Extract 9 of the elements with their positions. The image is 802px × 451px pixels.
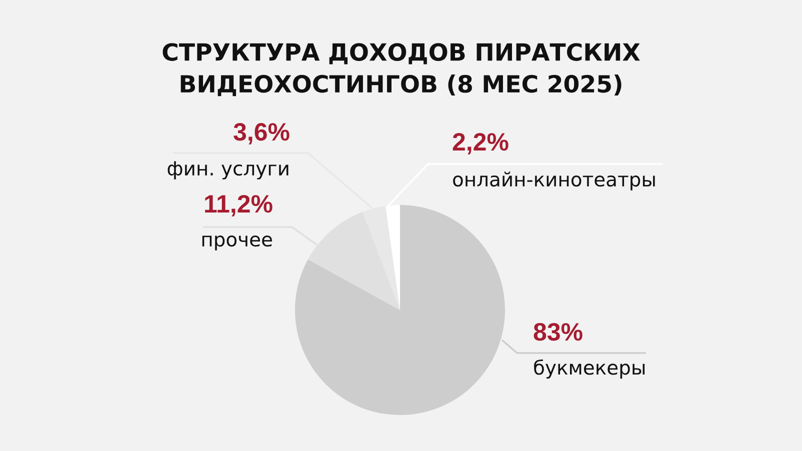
slice-label: прочее	[202, 235, 272, 250]
slice-label: букмекеры	[534, 359, 645, 379]
slice-label: онлайн-кинотеатры	[453, 172, 655, 190]
chart-title: СТРУКТУРА ДОХОДОВ ПИРАТСКИХ ВИДЕОХОСТИНГОВ (8 МЕС 2025)	[162, 43, 640, 96]
slice-label: фин. услуги	[168, 161, 288, 180]
data-label: 2,2%	[452, 133, 508, 154]
data-label: 83%	[534, 323, 582, 341]
data-label: 11,2%	[205, 195, 272, 216]
data-label: 3,6%	[234, 123, 290, 144]
